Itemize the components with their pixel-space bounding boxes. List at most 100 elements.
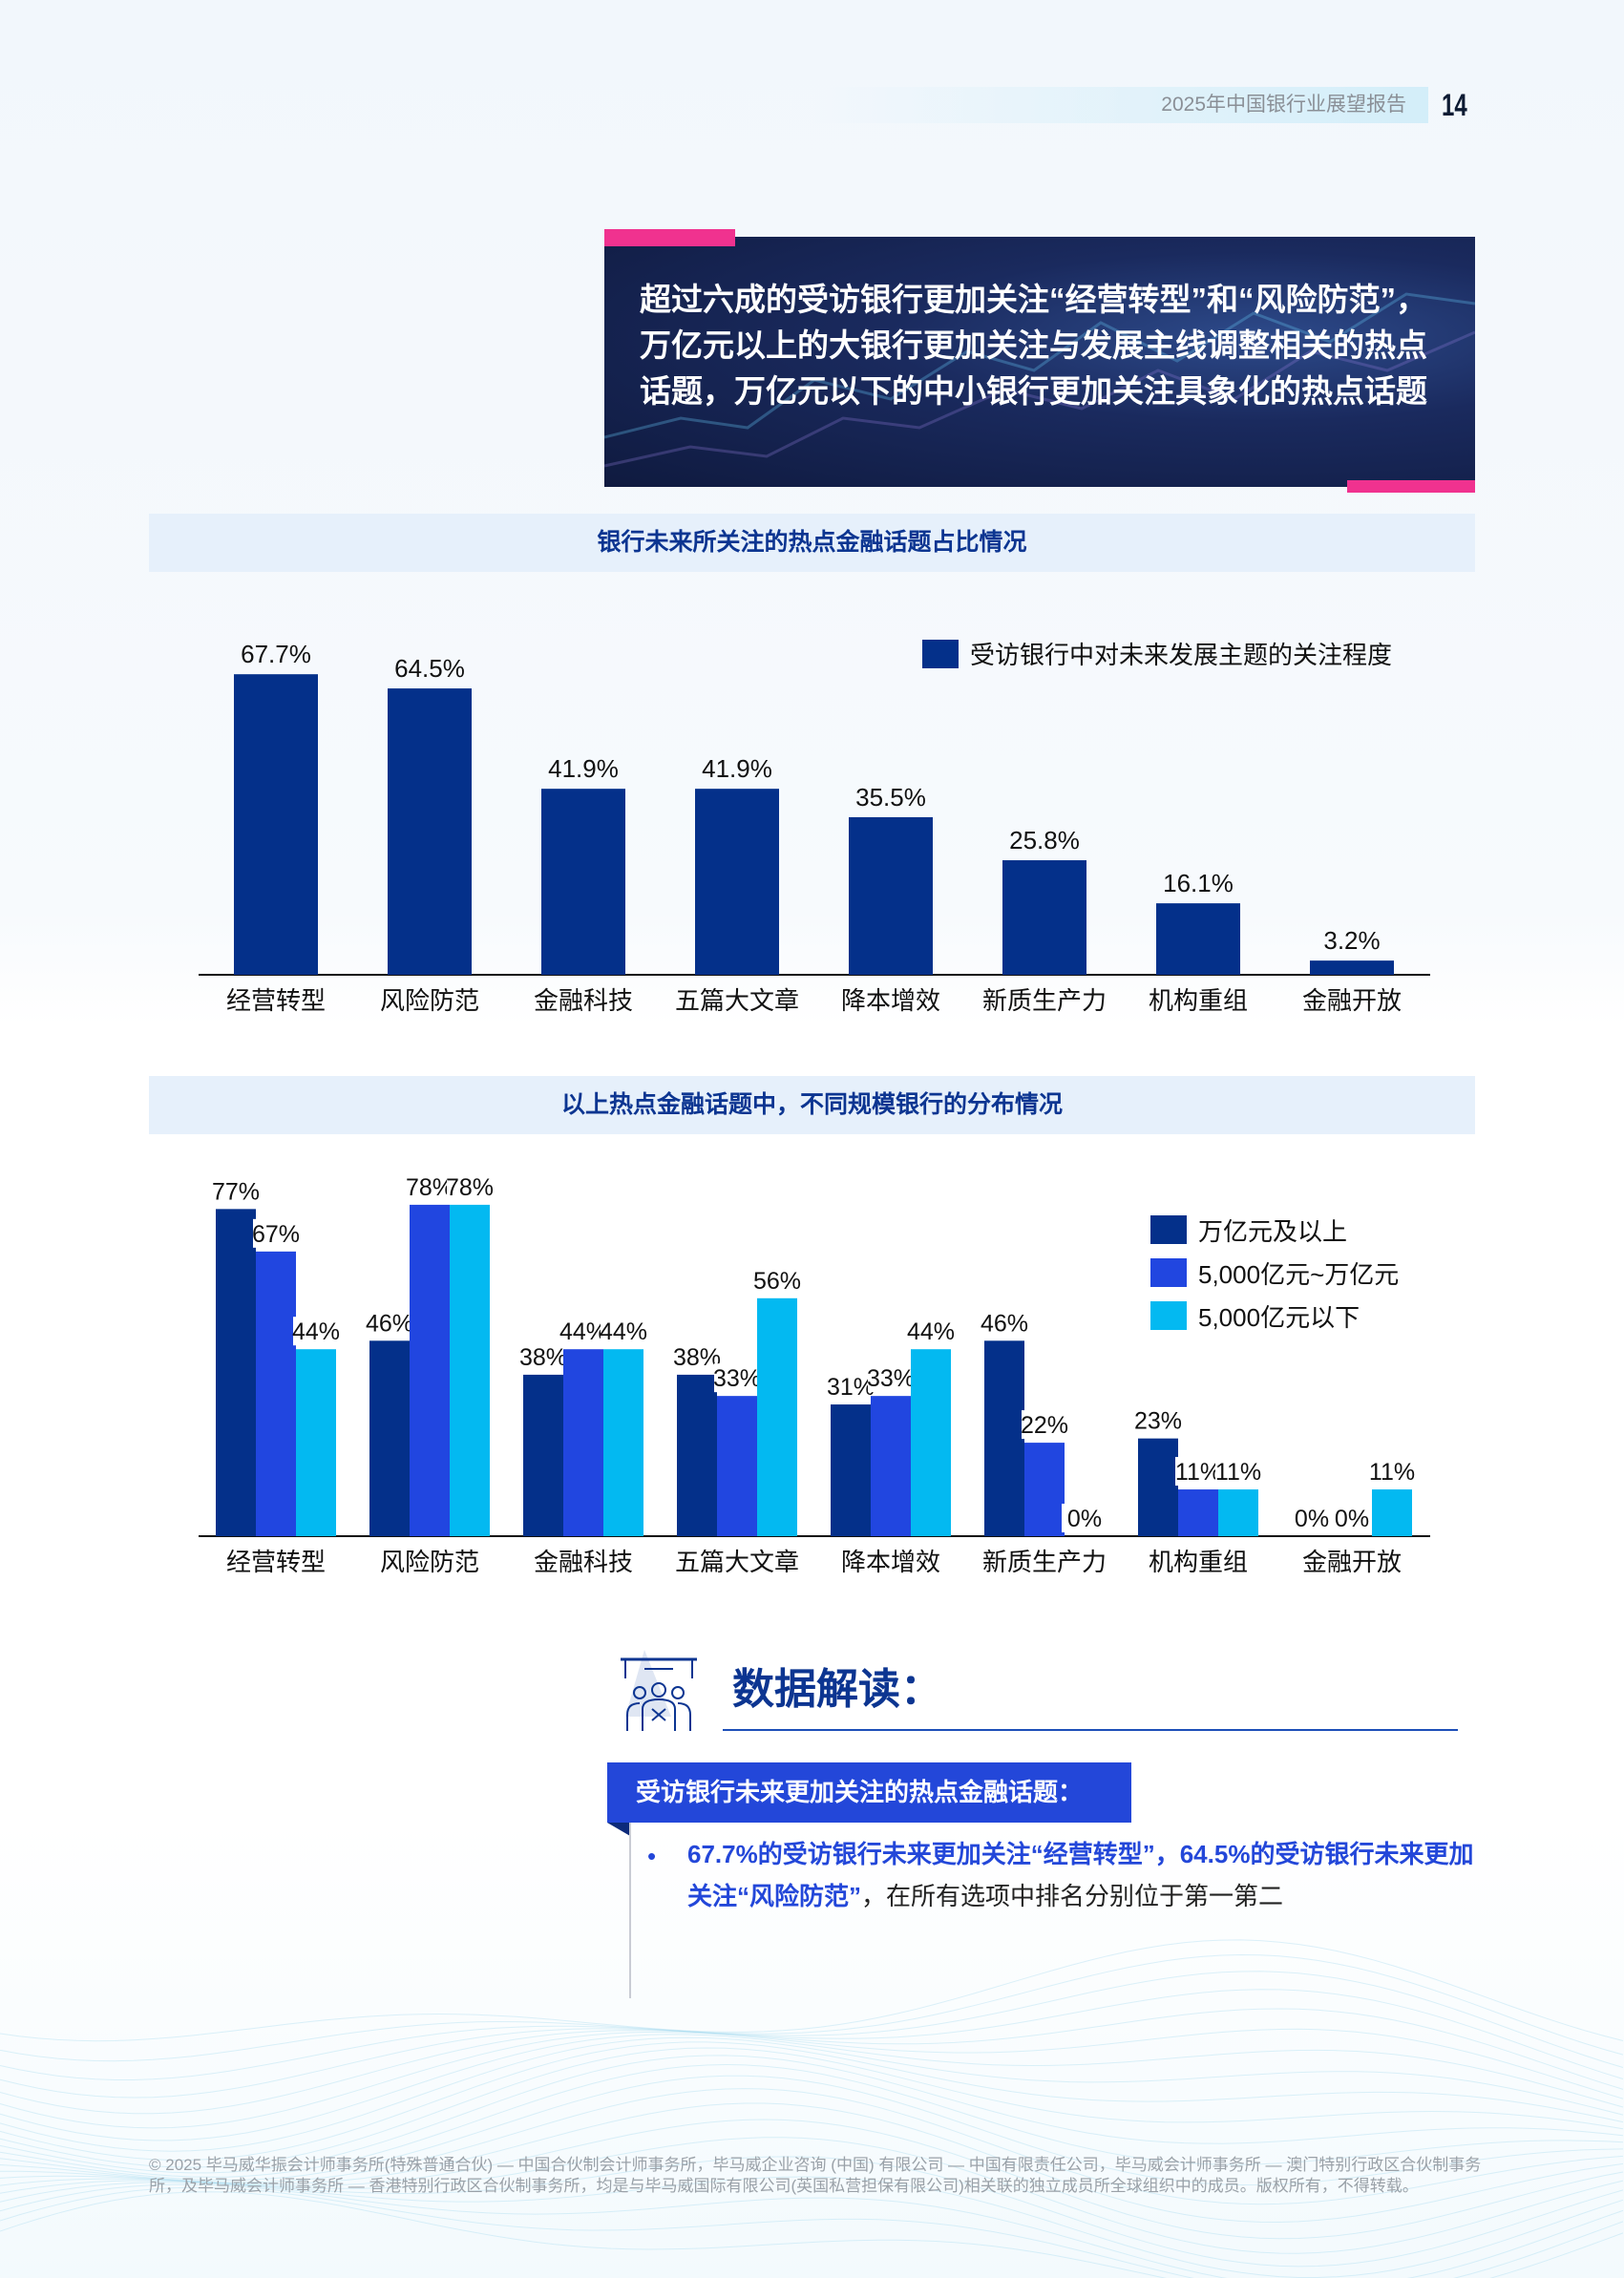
data-label-background bbox=[367, 1308, 412, 1338]
mesh-line bbox=[0, 2176, 1624, 2278]
data-label-background bbox=[1175, 1457, 1221, 1487]
header-gradient-bar bbox=[812, 87, 1428, 123]
data-label: 16.1% bbox=[1163, 869, 1234, 897]
bar bbox=[1156, 903, 1240, 975]
bar bbox=[563, 1349, 603, 1536]
data-label-background bbox=[868, 1363, 914, 1393]
data-label-background bbox=[1022, 1410, 1067, 1440]
mesh-line bbox=[0, 2008, 1624, 2115]
mesh-line bbox=[0, 2063, 1624, 2178]
mesh-line bbox=[0, 2055, 1624, 2174]
interpretation-title: 数据解读： bbox=[732, 1666, 942, 1713]
chart1-title: 银行未来所关注的热点金融话题占比情况 bbox=[149, 514, 1475, 572]
category-label: 经营转型 bbox=[226, 1548, 326, 1576]
bar bbox=[256, 1251, 296, 1536]
data-label-background bbox=[828, 1372, 874, 1402]
data-label: 44% bbox=[559, 1318, 607, 1345]
legend-label: 受访银行中对未来发展主题的关注程度 bbox=[970, 641, 1392, 669]
label-fold-decoration bbox=[607, 1823, 630, 1836]
wave-mesh-decoration bbox=[0, 1939, 1624, 2278]
data-label-background bbox=[293, 1317, 339, 1346]
legend-label: 5,000亿元以下 bbox=[1198, 1303, 1360, 1332]
mesh-line bbox=[0, 2191, 1624, 2278]
bullet-icon: • bbox=[647, 1842, 657, 1870]
chart2-grouped-bar-chart: 77%67%44%经营转型46%78%78%风险防范38%44%44%金融科技3… bbox=[199, 1171, 1430, 1576]
data-label: 67.7% bbox=[241, 640, 311, 668]
data-label: 46% bbox=[981, 1310, 1028, 1337]
hero-headline: 超过六成的受访银行更加关注“经营转型”和“风险防范”，万亿元以上的大银行更加关注… bbox=[640, 282, 1427, 409]
mesh-line bbox=[0, 2041, 1624, 2162]
data-label-background bbox=[407, 1171, 453, 1201]
mesh-line bbox=[0, 2186, 1624, 2278]
data-label: 11% bbox=[1175, 1459, 1221, 1486]
bar bbox=[677, 1374, 717, 1536]
data-label: 44% bbox=[907, 1318, 955, 1345]
data-label: 31% bbox=[827, 1374, 875, 1401]
bar bbox=[603, 1349, 643, 1536]
data-label-background bbox=[1369, 1457, 1415, 1487]
chart1-bar-chart: 67.7% 经营转型 64.5% 风险防范 41.9% 金融科技 41.9% 五篇大文章 35.… bbox=[199, 640, 1430, 1015]
category-label: 金融开放 bbox=[1302, 1548, 1402, 1576]
category-label: 降本增效 bbox=[841, 986, 940, 1015]
data-label: 11% bbox=[1215, 1459, 1261, 1486]
report-title: 2025年中国银行业展望报告 bbox=[1161, 94, 1406, 116]
data-label: 67% bbox=[252, 1221, 300, 1248]
data-label: 0% bbox=[1335, 1506, 1369, 1532]
category-label: 金融科技 bbox=[534, 1548, 633, 1576]
interpretation-subtitle: 受访银行未来更加关注的热点金融话题： bbox=[607, 1762, 1131, 1823]
bar bbox=[911, 1349, 951, 1536]
data-label-background bbox=[1329, 1504, 1375, 1532]
legend-label: 万亿元及以上 bbox=[1198, 1217, 1347, 1246]
bar bbox=[717, 1396, 757, 1536]
bar bbox=[1002, 860, 1086, 975]
data-label-background bbox=[213, 1176, 259, 1206]
data-label-background bbox=[1135, 1405, 1181, 1435]
legend-swatch bbox=[1150, 1258, 1187, 1287]
data-label-background bbox=[714, 1363, 760, 1393]
data-label: 41.9% bbox=[548, 754, 619, 783]
data-label: 33% bbox=[713, 1365, 761, 1392]
data-label-background bbox=[447, 1171, 493, 1201]
legend-label: 5,000亿元~万亿元 bbox=[1198, 1260, 1399, 1289]
accent-bar-bottom bbox=[1347, 480, 1475, 493]
data-label: 77% bbox=[212, 1178, 260, 1205]
bullet-rest: ，在所有选项中排名分别位于第一第二 bbox=[861, 1882, 1284, 1910]
mesh-line bbox=[0, 2028, 1624, 2129]
mesh-line bbox=[0, 2088, 1624, 2205]
mesh-line bbox=[0, 1939, 1624, 2042]
bar bbox=[523, 1374, 563, 1536]
bar bbox=[410, 1204, 450, 1536]
data-label: 11% bbox=[1369, 1459, 1415, 1486]
interpretation-side-line bbox=[629, 1823, 631, 1998]
data-label: 41.9% bbox=[702, 754, 772, 783]
data-label: 78% bbox=[446, 1174, 494, 1201]
data-label-background bbox=[1289, 1504, 1335, 1532]
data-label: 78% bbox=[406, 1174, 453, 1201]
legend-swatch bbox=[1150, 1215, 1187, 1244]
mesh-line bbox=[0, 2036, 1624, 2152]
mesh-line bbox=[0, 1953, 1624, 2062]
bar bbox=[984, 1340, 1024, 1536]
mesh-line bbox=[0, 1989, 1624, 2099]
mesh-line bbox=[0, 2102, 1624, 2224]
bar bbox=[450, 1204, 490, 1536]
data-label: 0% bbox=[1295, 1506, 1329, 1532]
bar bbox=[695, 789, 779, 975]
bullet-highlight: 67.7%的受访银行未来更加关注“经营转型”，64.5%的受访银行未来更加关注“… bbox=[687, 1840, 1474, 1910]
mesh-line bbox=[0, 1971, 1624, 2080]
data-label: 35.5% bbox=[855, 783, 926, 812]
category-label: 机构重组 bbox=[1149, 1548, 1248, 1576]
bar bbox=[1138, 1438, 1178, 1536]
bar bbox=[1218, 1489, 1258, 1536]
page-number: 14 bbox=[1442, 88, 1467, 122]
bar bbox=[871, 1396, 911, 1536]
category-label: 新质生产力 bbox=[982, 1548, 1107, 1576]
meeting-presentation-icon bbox=[616, 1650, 702, 1736]
mesh-line bbox=[0, 2137, 1624, 2254]
data-label-background bbox=[601, 1317, 646, 1346]
bar bbox=[541, 789, 625, 975]
bar bbox=[831, 1404, 871, 1536]
data-label: 33% bbox=[867, 1365, 915, 1392]
bar bbox=[1024, 1443, 1065, 1536]
category-label: 五篇大文章 bbox=[675, 986, 799, 1015]
